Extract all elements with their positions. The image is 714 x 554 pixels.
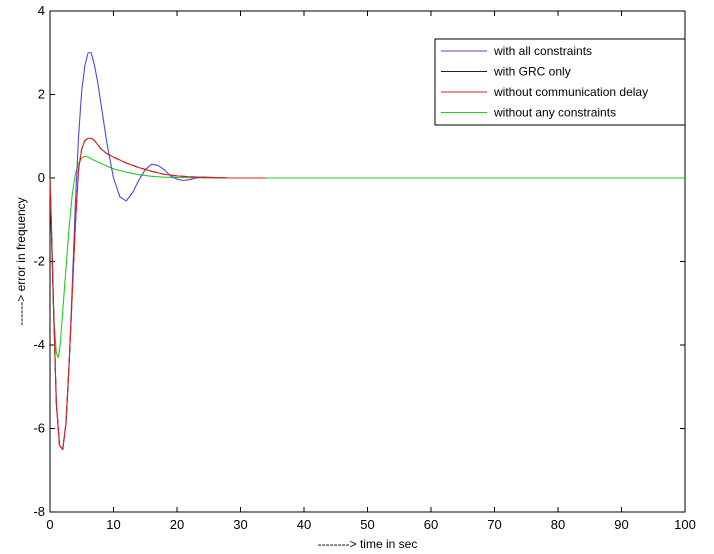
legend-label-without-communication-delay: without communication delay	[493, 85, 648, 99]
x-tick-label: 100	[674, 517, 696, 532]
legend-label-without-any-constraints: without any constraints	[493, 106, 616, 120]
y-tick-label: -8	[33, 504, 45, 519]
legend-label-with-grc-only: with GRC only	[493, 65, 571, 79]
x-axis-ticks: 0 10 20 30 40 50 60 70 80 90 100	[46, 11, 696, 532]
y-tick-label: -2	[33, 254, 45, 269]
x-tick-label: 80	[551, 517, 565, 532]
y-axis-ticks: -8 -6 -4 -2 0 2 4	[33, 3, 685, 519]
y-tick-label: -6	[33, 421, 45, 436]
series-layer	[49, 52, 685, 450]
y-tick-label: 0	[38, 170, 45, 185]
x-tick-label: 50	[360, 517, 374, 532]
x-tick-label: 90	[614, 517, 628, 532]
y-tick-label: -4	[33, 337, 45, 352]
x-tick-label: 20	[170, 517, 184, 532]
x-tick-label: 30	[233, 517, 247, 532]
x-tick-label: 70	[487, 517, 501, 532]
series-line-without-communication-delay	[49, 137, 266, 450]
x-tick-label: 10	[106, 517, 120, 532]
y-tick-label: 2	[38, 87, 45, 102]
legend-label-with-all-constraints: with all constraints	[493, 44, 592, 58]
x-tick-label: 0	[46, 517, 53, 532]
y-axis-label: ------> error in frequency	[14, 197, 28, 325]
legend: with all constraints with GRC only without…	[434, 38, 686, 126]
x-axis-label: --------> time in sec	[318, 537, 418, 551]
x-tick-label: 40	[297, 517, 311, 532]
y-tick-label: 4	[38, 3, 45, 18]
x-tick-label: 60	[424, 517, 438, 532]
legend-box	[434, 38, 686, 126]
series-line-without-any-constraints	[49, 155, 685, 359]
